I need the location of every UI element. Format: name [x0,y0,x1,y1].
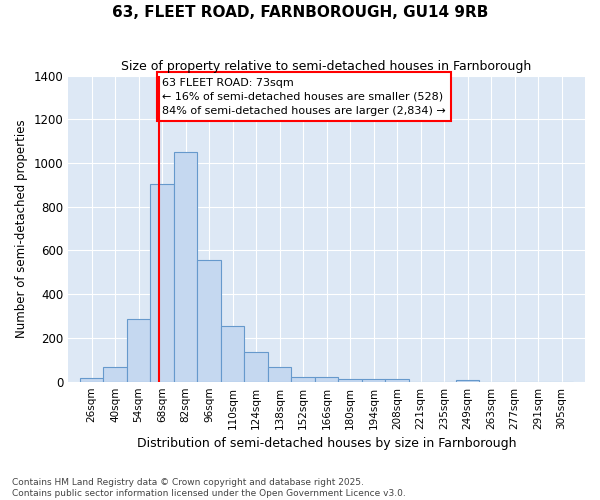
Text: 63 FLEET ROAD: 73sqm
← 16% of semi-detached houses are smaller (528)
84% of semi: 63 FLEET ROAD: 73sqm ← 16% of semi-detac… [162,78,446,116]
X-axis label: Distribution of semi-detached houses by size in Farnborough: Distribution of semi-detached houses by … [137,437,517,450]
Bar [385,380,409,382]
Text: Contains HM Land Registry data © Crown copyright and database right 2025.
Contai: Contains HM Land Registry data © Crown c… [12,478,406,498]
Bar [338,380,362,382]
Bar [197,260,221,382]
Bar [292,378,315,382]
Bar [315,378,338,382]
Bar [80,378,103,382]
Bar [151,184,174,382]
Bar [244,352,268,382]
Bar [174,152,197,382]
Bar [362,380,385,382]
Y-axis label: Number of semi-detached properties: Number of semi-detached properties [15,120,28,338]
Bar [221,326,244,382]
Text: 63, FLEET ROAD, FARNBOROUGH, GU14 9RB: 63, FLEET ROAD, FARNBOROUGH, GU14 9RB [112,5,488,20]
Bar [127,320,151,382]
Bar [456,380,479,382]
Title: Size of property relative to semi-detached houses in Farnborough: Size of property relative to semi-detach… [121,60,532,73]
Bar [103,368,127,382]
Bar [268,368,292,382]
